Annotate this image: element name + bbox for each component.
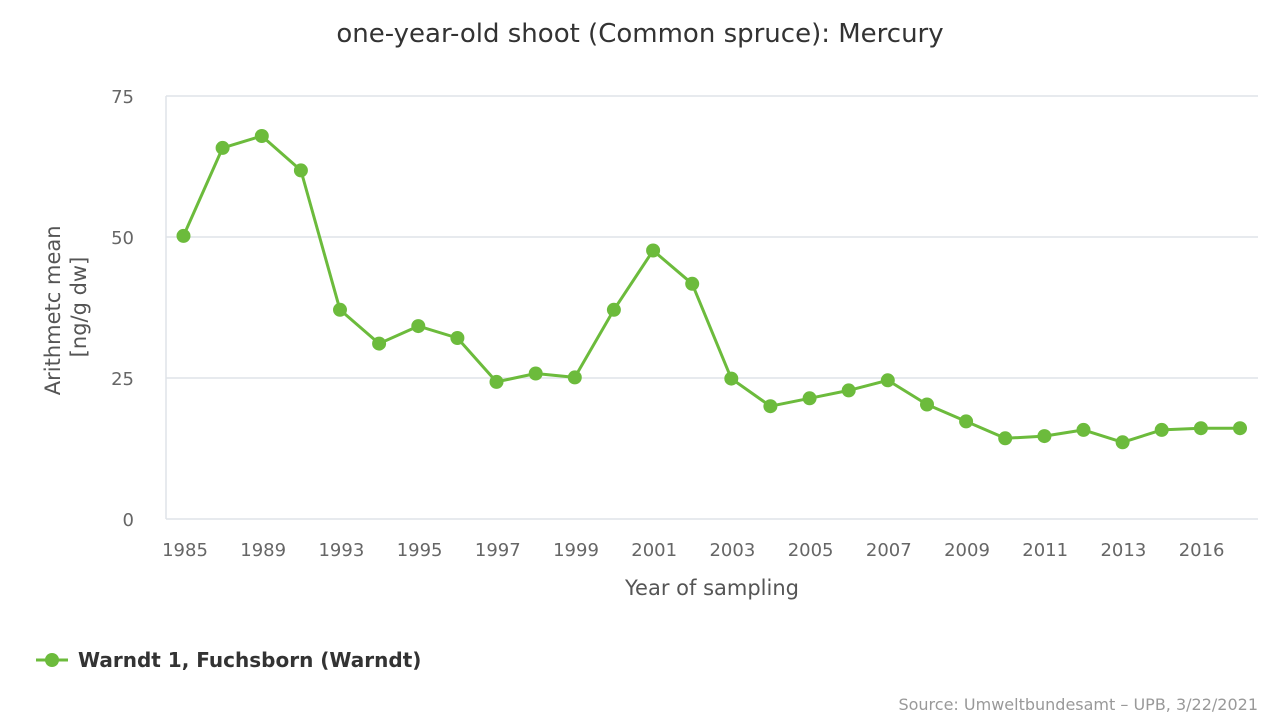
- legend-marker-symbol: [45, 653, 59, 667]
- y-axis-ticks: 0 25 50 75: [111, 87, 134, 531]
- data-point[interactable]: [411, 319, 426, 334]
- y-tick-label: 0: [123, 510, 134, 531]
- x-tick-label: 1997: [475, 540, 521, 561]
- data-point[interactable]: [1193, 421, 1208, 436]
- data-point[interactable]: [528, 366, 543, 381]
- data-point[interactable]: [880, 373, 895, 388]
- x-axis-ticks: 1985 1989 1993 1995 1997 1999 2001 2003 2005 2007…: [162, 540, 1224, 561]
- x-tick-label: 1989: [240, 540, 286, 561]
- series-warndt[interactable]: [176, 129, 1248, 450]
- data-point[interactable]: [763, 399, 778, 414]
- data-point[interactable]: [176, 228, 191, 243]
- data-point[interactable]: [685, 276, 700, 291]
- x-axis-title: Year of sampling: [624, 576, 799, 600]
- x-tick-label: 2005: [788, 540, 834, 561]
- data-point[interactable]: [959, 414, 974, 429]
- legend[interactable]: Warndt 1, Fuchsborn (Warndt): [36, 648, 421, 672]
- data-point[interactable]: [333, 302, 347, 317]
- data-point[interactable]: [724, 371, 739, 386]
- data-point[interactable]: [1115, 435, 1130, 450]
- x-tick-label: 2003: [709, 540, 755, 561]
- data-point[interactable]: [489, 374, 504, 389]
- legend-item-label: Warndt 1, Fuchsborn (Warndt): [78, 648, 421, 672]
- data-point[interactable]: [215, 140, 230, 155]
- x-tick-label: 2009: [944, 540, 990, 561]
- x-tick-label: 1985: [162, 540, 208, 561]
- data-point[interactable]: [1076, 422, 1091, 437]
- data-point[interactable]: [606, 302, 621, 317]
- data-point[interactable]: [1037, 429, 1052, 444]
- data-point[interactable]: [254, 129, 269, 143]
- grid-lines: [165, 95, 1258, 519]
- data-point[interactable]: [567, 370, 582, 385]
- y-axis-title-line-1: Arithmetc mean: [41, 225, 65, 395]
- source-credit[interactable]: Source: Umweltbundesamt – UPB, 3/22/2021: [898, 695, 1258, 714]
- chart-title: one-year-old shoot (Common spruce): Merc…: [336, 19, 943, 49]
- y-tick-label: 75: [111, 87, 134, 108]
- x-tick-label: 2011: [1022, 540, 1068, 561]
- data-point[interactable]: [998, 431, 1013, 446]
- x-tick-label: 1995: [397, 540, 443, 561]
- data-point[interactable]: [1233, 421, 1247, 436]
- x-tick-label: 2007: [866, 540, 912, 561]
- y-axis-title-line-2: [ng/g dw]: [67, 257, 91, 358]
- y-tick-label: 50: [111, 228, 134, 249]
- x-tick-label: 2016: [1179, 540, 1225, 561]
- data-point[interactable]: [450, 331, 465, 345]
- x-tick-label: 2001: [631, 540, 677, 561]
- data-point[interactable]: [372, 336, 387, 351]
- x-tick-label: 2013: [1100, 540, 1146, 561]
- y-tick-label: 25: [111, 369, 134, 390]
- data-point[interactable]: [293, 163, 308, 178]
- data-point[interactable]: [841, 383, 856, 398]
- data-point[interactable]: [802, 391, 817, 406]
- y-axis-title: Arithmetc mean [ng/g dw]: [41, 219, 91, 395]
- data-point[interactable]: [920, 397, 934, 412]
- data-point[interactable]: [646, 243, 661, 258]
- x-tick-label: 1993: [318, 540, 364, 561]
- series-line: [182, 134, 1240, 444]
- data-point[interactable]: [1154, 422, 1169, 437]
- x-tick-label: 1999: [553, 540, 599, 561]
